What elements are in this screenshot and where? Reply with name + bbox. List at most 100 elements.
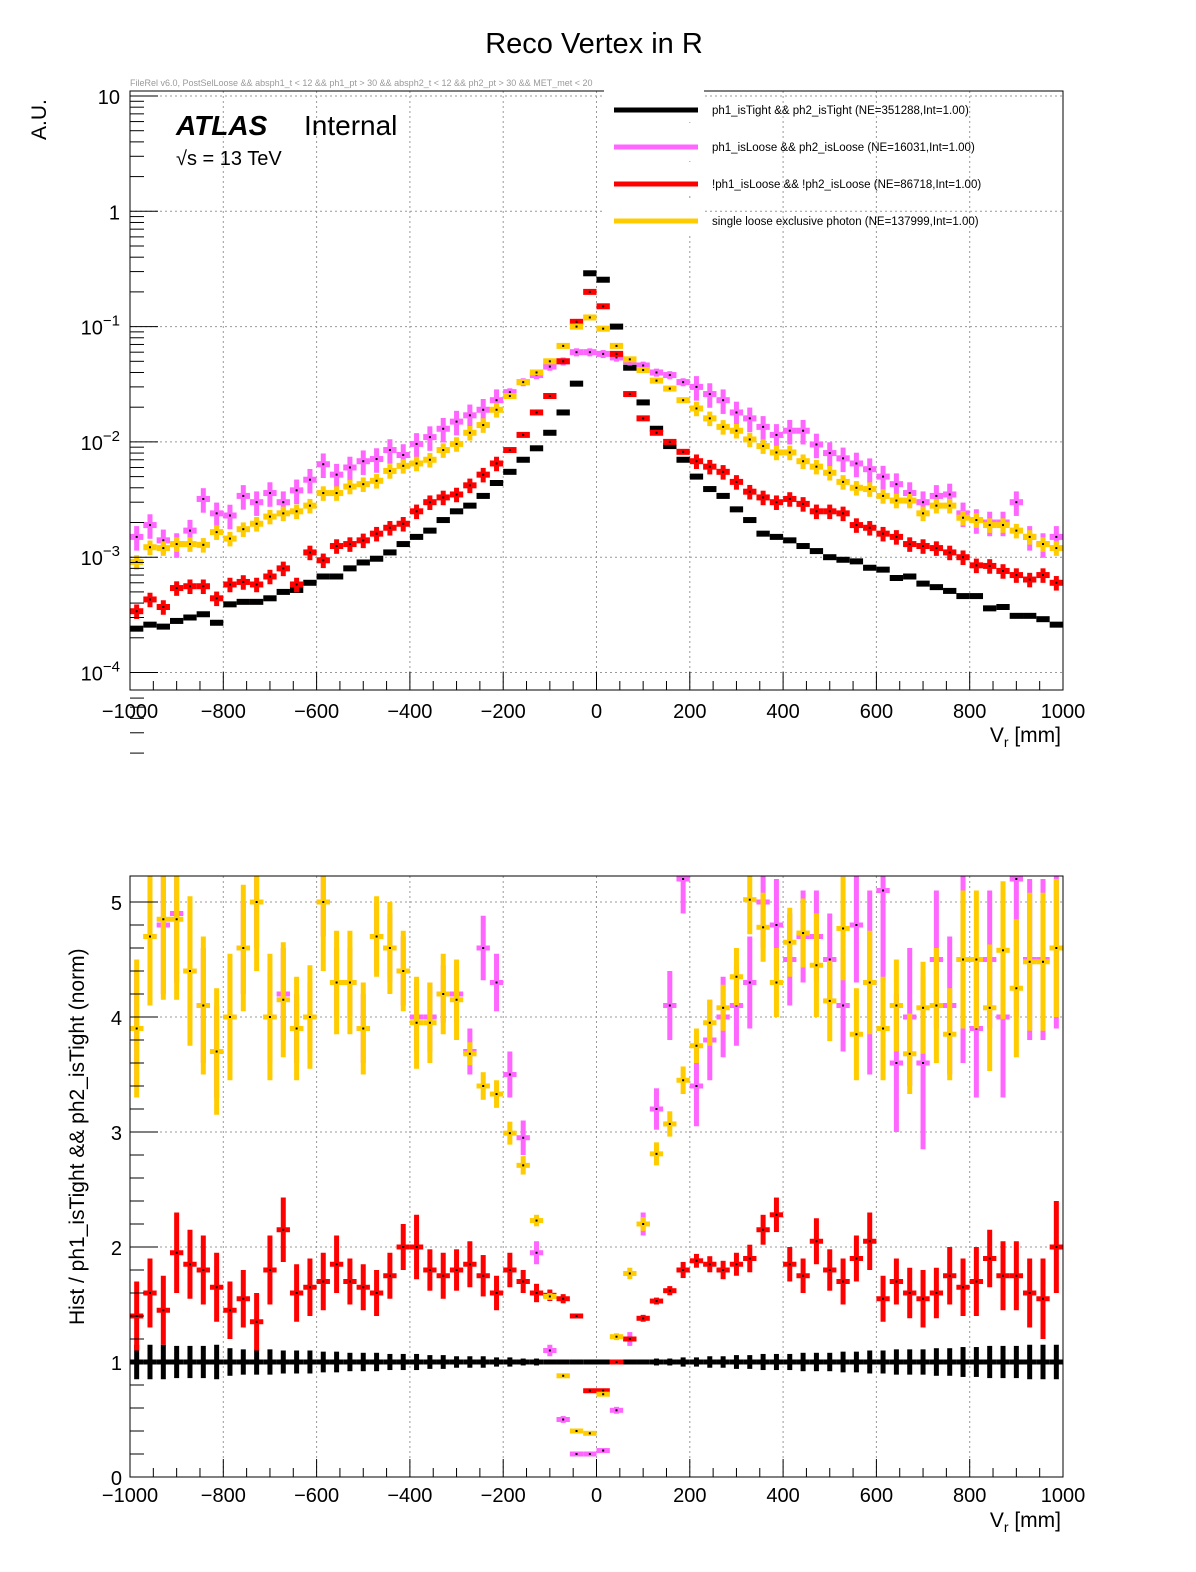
data-point-marker — [655, 427, 658, 430]
data-point-marker — [268, 492, 271, 495]
ratio-marker — [175, 918, 178, 921]
data-point-marker — [215, 531, 218, 534]
data-point-marker — [575, 382, 578, 385]
ratio-marker — [708, 1021, 711, 1024]
data-point-marker — [815, 465, 818, 468]
ratio-marker — [948, 1274, 951, 1277]
data-point-marker — [975, 519, 978, 522]
x-tick-label: 600 — [860, 1485, 893, 1507]
data-point-marker — [1015, 574, 1018, 577]
ratio-marker — [415, 1021, 418, 1024]
data-point-marker — [375, 557, 378, 560]
ratio-marker — [908, 1292, 911, 1294]
ratio-marker — [882, 889, 885, 892]
ratio-marker — [282, 1361, 285, 1363]
data-point-marker — [775, 451, 778, 454]
data-point-marker — [575, 351, 578, 354]
data-point-marker — [775, 501, 778, 504]
data-point-marker — [228, 583, 231, 586]
x-tick-label: −1000 — [102, 701, 158, 723]
x-tick-label: 400 — [766, 1485, 799, 1507]
series-0 — [130, 270, 1063, 632]
ratio-marker — [1015, 987, 1018, 990]
top-panel: −1000 −800 −600 −400 −200 0 200 400 600 800 1000 10… — [28, 87, 1085, 754]
ratio-series-0 — [130, 1344, 1063, 1380]
data-point-marker — [922, 545, 925, 548]
data-point-marker — [788, 497, 791, 500]
ratio-marker — [868, 1361, 871, 1363]
ratio-marker — [548, 1295, 551, 1298]
internal-label: Internal — [304, 110, 397, 141]
data-point-marker — [255, 522, 258, 525]
ratio-marker — [842, 1004, 845, 1007]
data-point-marker — [375, 532, 378, 535]
data-point-marker — [868, 468, 871, 471]
data-point-marker — [308, 581, 311, 584]
data-point-marker — [202, 497, 205, 500]
ratio-marker — [522, 1280, 525, 1283]
data-point-marker — [482, 473, 485, 476]
data-point-marker — [855, 462, 858, 465]
data-point-marker — [975, 595, 978, 598]
ratio-marker — [895, 1361, 898, 1363]
ratio-marker — [895, 1280, 898, 1283]
ratio-marker — [455, 998, 458, 1001]
data-point-marker — [202, 613, 205, 616]
ratio-marker — [988, 1257, 991, 1260]
ratio-marker — [508, 1269, 511, 1271]
legend-bg — [604, 125, 704, 159]
ratio-marker — [175, 1251, 178, 1254]
ratio-marker — [602, 1449, 605, 1452]
data-point-marker — [1028, 614, 1031, 617]
ratio-marker — [762, 1228, 765, 1231]
ratio-marker — [522, 1136, 525, 1139]
data-point-marker — [828, 471, 831, 474]
top-x-axis-title: Vr [mm] — [990, 724, 1061, 750]
ratio-marker — [508, 1073, 511, 1076]
data-point-marker — [508, 391, 511, 394]
data-point-marker — [988, 607, 991, 610]
data-point-marker — [602, 352, 605, 355]
ratio-marker — [642, 1223, 645, 1225]
data-point-marker — [668, 445, 671, 448]
ratio-marker — [962, 1361, 965, 1363]
ratio-marker — [748, 1361, 751, 1363]
ratio-marker — [322, 1361, 325, 1363]
data-point-marker — [228, 537, 231, 540]
ratio-marker — [868, 981, 871, 984]
data-point-marker — [735, 480, 738, 483]
ratio-marker — [1042, 1361, 1045, 1363]
ratio-marker — [882, 1297, 885, 1300]
ratio-marker — [468, 1263, 471, 1266]
data-point-marker — [295, 583, 298, 586]
ratio-marker — [455, 1361, 458, 1363]
ratio-marker — [282, 1228, 285, 1231]
ratio-marker — [708, 1263, 711, 1266]
data-point-marker — [575, 325, 578, 328]
bottom-y-axis-title: Hist / ph1_isTight && ph2_isTight (norm) — [66, 948, 89, 1325]
data-point-marker — [895, 499, 898, 502]
data-point-marker — [242, 528, 245, 531]
data-point-marker — [815, 550, 818, 553]
ratio-marker — [202, 1361, 205, 1363]
data-point-marker — [135, 560, 138, 563]
data-point-marker — [588, 351, 591, 354]
x-tick-label: 200 — [673, 1485, 706, 1507]
ratio-marker — [615, 1335, 618, 1338]
data-point-marker — [522, 381, 525, 384]
top-axes: −1000 −800 −600 −400 −200 0 200 400 600 800 1000 10… — [81, 87, 1085, 754]
ratio-series-3 — [130, 876, 1063, 1436]
ratio-marker — [868, 1240, 871, 1243]
data-point-marker — [388, 526, 391, 529]
data-point-marker — [162, 605, 165, 608]
data-point-marker — [188, 616, 191, 619]
ratio-marker — [548, 1361, 551, 1363]
data-point-marker — [882, 475, 885, 478]
data-point-marker — [922, 582, 925, 585]
data-point-marker — [682, 381, 685, 384]
ratio-marker — [602, 1361, 605, 1363]
data-point-marker — [242, 494, 245, 497]
data-point-marker — [442, 427, 445, 430]
data-point-marker — [655, 431, 658, 434]
ratio-marker — [442, 993, 445, 995]
